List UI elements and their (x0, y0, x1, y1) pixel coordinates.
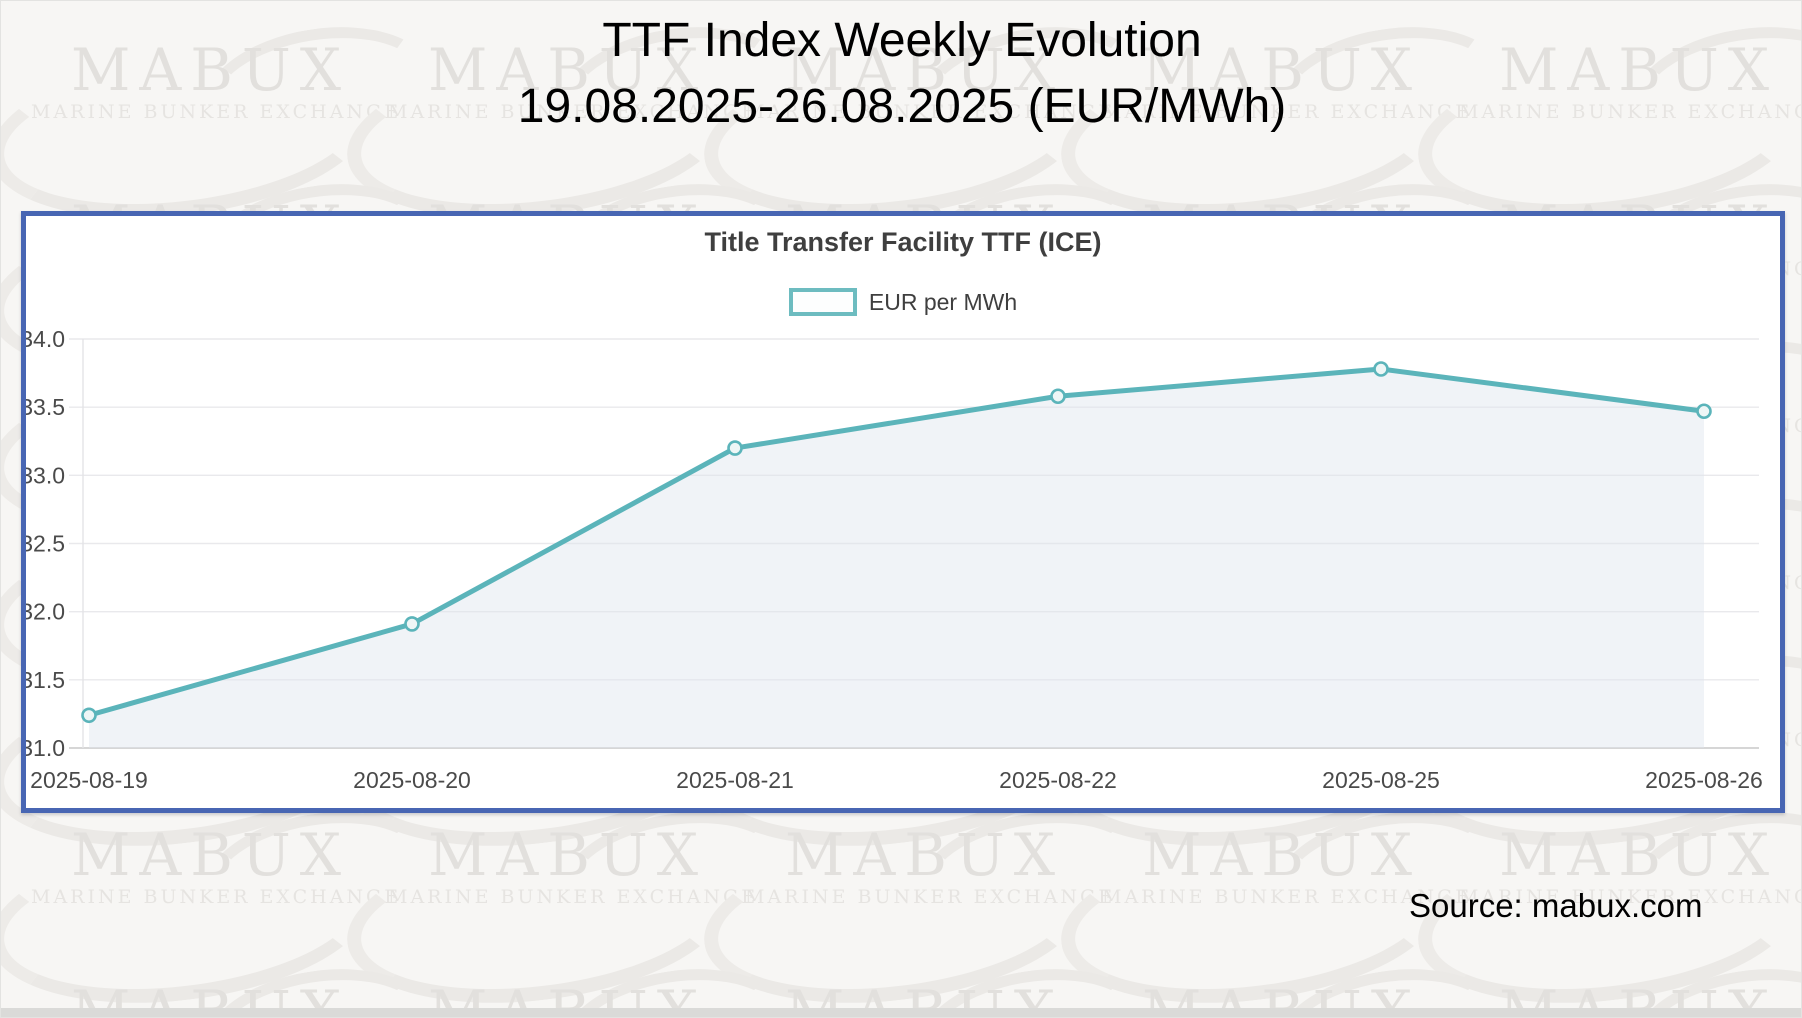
chart-title: Title Transfer Facility TTF (ICE) (704, 227, 1102, 257)
svg-text:2025-08-26: 2025-08-26 (1645, 767, 1763, 793)
watermark-swoosh-icon (194, 796, 444, 958)
watermark-swoosh-icon (1051, 817, 1453, 1017)
watermark-subtext: MARINE BUNKER EXCHANGE (388, 886, 759, 908)
svg-text:2025-08-20: 2025-08-20 (353, 767, 471, 793)
legend-swatch-icon (788, 288, 857, 316)
watermark-swoosh-icon (694, 817, 1096, 1017)
svg-text:33.0: 33.0 (26, 462, 65, 488)
svg-text:33.5: 33.5 (26, 394, 65, 420)
watermark-subtext: MARINE BUNKER EXCHANGE (745, 886, 1116, 908)
svg-text:2025-08-19: 2025-08-19 (30, 767, 148, 793)
watermark-swoosh-icon (1, 817, 382, 1017)
watermark-subtext: MARINE BUNKER EXCHANGE (31, 886, 402, 908)
watermark-text: MABUX (428, 821, 708, 889)
bottom-edge (1, 1008, 1801, 1017)
legend-label: EUR per MWh (868, 288, 1018, 315)
line-chart: 31.0 31.5 32.0 32.5 33.0 33.5 34.0 2025-08-19 20… (26, 326, 1763, 793)
watermark-swoosh-icon (1622, 796, 1801, 958)
svg-text:2025-08-21: 2025-08-21 (676, 767, 794, 793)
svg-text:31.5: 31.5 (26, 667, 65, 693)
svg-text:32.0: 32.0 (26, 599, 65, 625)
page-title-line1: TTF Index Weekly Evolution (602, 14, 1202, 67)
svg-text:2025-08-22: 2025-08-22 (999, 767, 1117, 793)
watermark-text: MABUX (1499, 821, 1779, 889)
watermark-swoosh-icon (337, 817, 739, 1017)
watermark-swoosh-icon (551, 796, 801, 958)
watermark-text: MABUX (71, 821, 351, 889)
chart-legend: EUR per MWh (26, 288, 1780, 316)
watermark-text: MABUX (785, 821, 1065, 889)
svg-text:34.0: 34.0 (26, 326, 65, 352)
svg-text:31.0: 31.0 (26, 735, 65, 761)
page-title: TTF Index Weekly Evolution 19.08.2025-26… (1, 9, 1801, 133)
watermark-swoosh-icon (908, 796, 1158, 958)
svg-text:32.5: 32.5 (26, 531, 65, 557)
watermark-text: MABUX (1142, 821, 1422, 889)
watermark-swoosh-icon (1265, 796, 1515, 958)
chart-panel: 31.0 31.5 32.0 32.5 33.0 33.5 34.0 2025-08-19 20… (21, 211, 1785, 813)
svg-text:2025-08-25: 2025-08-25 (1322, 767, 1440, 793)
source-credit: Source: mabux.com (1409, 887, 1703, 924)
page-title-line2: 19.08.2025-26.08.2025 (EUR/MWh) (517, 80, 1287, 133)
